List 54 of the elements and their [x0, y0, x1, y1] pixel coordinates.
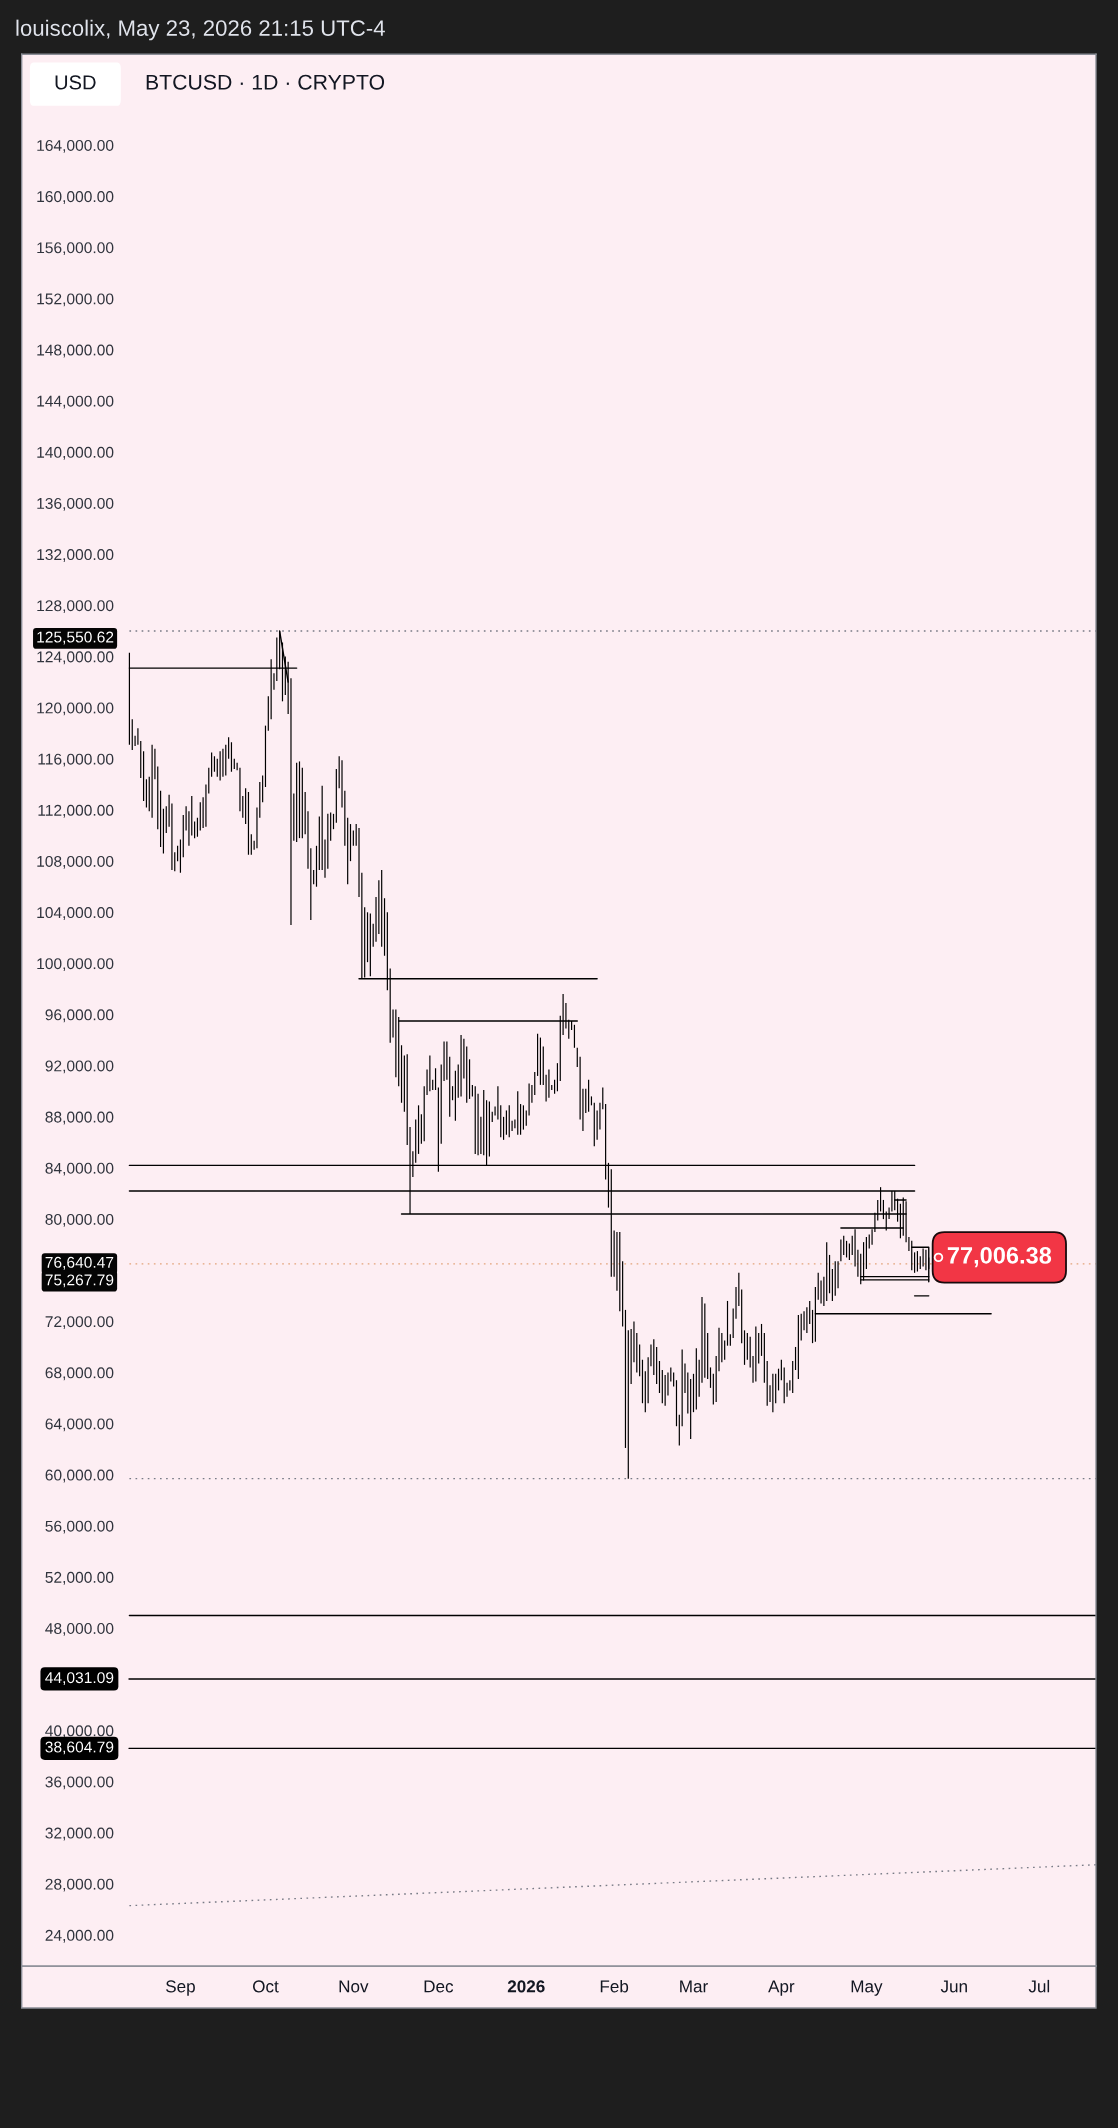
y-tick-label: 68,000.00	[45, 1367, 114, 1381]
y-tick-label: 100,000.00	[37, 958, 114, 972]
x-tick-label: 2026	[507, 1980, 545, 1993]
y-tick-label: 48,000.00	[45, 1623, 114, 1636]
y-tick-label: 164,000.00	[37, 139, 114, 153]
y-tick-label: 112,000.00	[38, 804, 114, 818]
y-tick-label: 104,000.00	[37, 907, 114, 920]
y-tick-label: 64,000.00	[45, 1418, 114, 1432]
y-axis-title: USD	[55, 75, 96, 90]
ref-line-label: 38,604.79	[45, 1741, 114, 1755]
x-tick-label: May	[851, 1980, 883, 1996]
y-tick-label: 32,000.00	[45, 1827, 114, 1841]
y-tick-label: 36,000.00	[45, 1776, 114, 1790]
y-tick-label: 152,000.00	[37, 293, 114, 307]
y-tick-label: 84,000.00	[45, 1162, 114, 1176]
x-tick-label: Nov	[339, 1980, 369, 1993]
y-tick-label: 76,640.47	[45, 1256, 114, 1270]
text: louiscolix, May 23, 2026 21:15 UTC-4	[16, 19, 385, 41]
x-tick-label: Jun	[940, 1980, 967, 1993]
y-tick-label: 72,000.00	[45, 1316, 114, 1330]
y-tick-label: 75,267.79	[45, 1274, 114, 1288]
ref-line-label: 44,031.09	[45, 1672, 114, 1685]
y-tick-label: 108,000.00	[37, 855, 114, 869]
y-tick-label: 132,000.00	[37, 549, 114, 562]
y-tick-label: 136,000.00	[37, 497, 114, 511]
y-tick-label: 28,000.00	[45, 1878, 114, 1892]
annotation: 77,006.38	[947, 1247, 1052, 1268]
x-tick-label: Jul	[1028, 1979, 1050, 1993]
y-tick-label: 148,000.00	[37, 344, 114, 358]
y-tick-label: 24,000.00	[45, 1929, 114, 1943]
y-tick-label: 120,000.00	[37, 702, 114, 716]
y-tick-label: 80,000.00	[45, 1213, 114, 1227]
x-tick-label: Mar	[680, 1980, 708, 1993]
y-tick-label: 125,550.62	[37, 631, 114, 645]
y-tick-label: 92,000.00	[45, 1060, 114, 1074]
text: BTCUSD · 1D · CRYPTO	[146, 74, 385, 90]
x-tick-label: Sep	[166, 1980, 195, 1996]
y-tick-label: 56,000.00	[45, 1520, 114, 1534]
y-tick-label: 96,000.00	[45, 1009, 114, 1023]
x-tick-label: Dec	[424, 1980, 454, 1993]
y-tick-label: 52,000.00	[45, 1571, 114, 1585]
y-tick-label: 116,000.00	[38, 753, 114, 767]
y-tick-label: 124,000.00	[37, 651, 114, 665]
x-tick-label: Feb	[600, 1979, 629, 1993]
y-tick-label: 140,000.00	[37, 446, 114, 460]
y-tick-label: 128,000.00	[37, 600, 114, 614]
y-tick-label: 160,000.00	[37, 191, 114, 204]
y-tick-label: 40,000.00	[45, 1725, 114, 1739]
y-tick-label: 88,000.00	[45, 1111, 114, 1125]
y-tick-label: 144,000.00	[37, 395, 114, 409]
y-tick-label: 156,000.00	[37, 242, 114, 256]
x-tick-label: Oct	[252, 1980, 279, 1993]
y-tick-label: 60,000.00	[45, 1469, 114, 1483]
x-tick-label: Apr	[768, 1980, 795, 1996]
